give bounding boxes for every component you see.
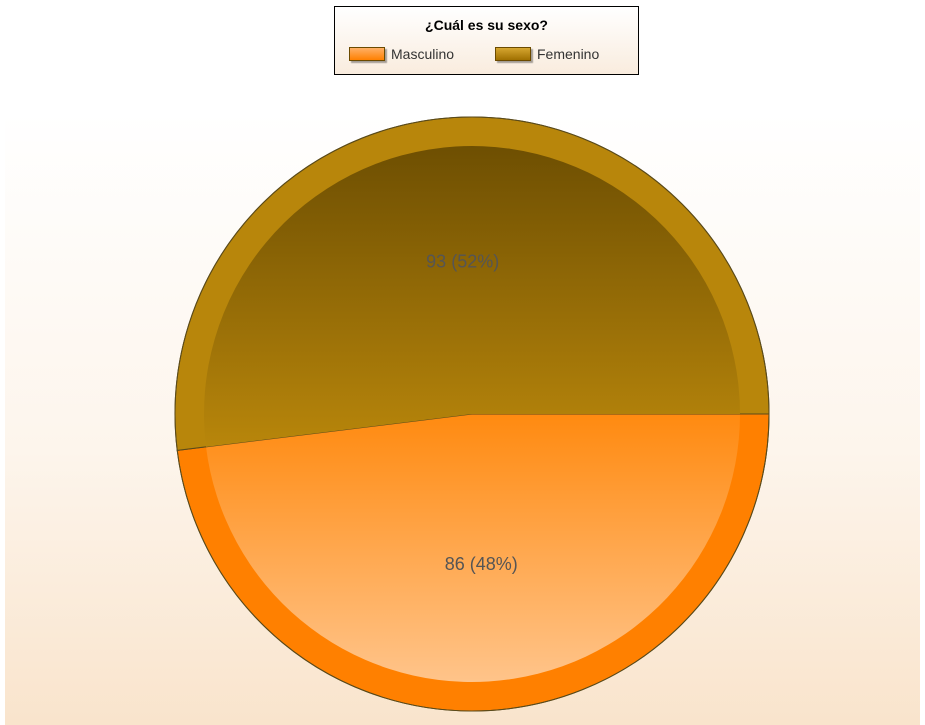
legend-label-masculino: Masculino xyxy=(391,46,455,62)
legend-swatch-femenino xyxy=(495,47,531,61)
legend-title: ¿Cuál es su sexo? xyxy=(425,17,548,33)
legend-swatch-masculino xyxy=(349,47,385,61)
legend-item-femenino[interactable]: Femenino xyxy=(495,44,599,64)
legend-item-masculino[interactable]: Masculino xyxy=(349,44,454,64)
pie-outline xyxy=(174,116,770,712)
chart-legend: ¿Cuál es su sexo? Masculino Femenino xyxy=(334,6,639,75)
pie-slice-inner-femenino xyxy=(203,145,740,447)
pie-slices xyxy=(174,116,770,712)
data-label-masculino: 86 (48%) xyxy=(445,554,518,574)
pie-slice-inner-masculino xyxy=(206,414,740,682)
legend-label-femenino: Femenino xyxy=(537,46,600,62)
pie-data-labels: 86 (48%) 93 (52%) xyxy=(426,252,518,574)
data-label-femenino: 93 (52%) xyxy=(426,252,499,272)
